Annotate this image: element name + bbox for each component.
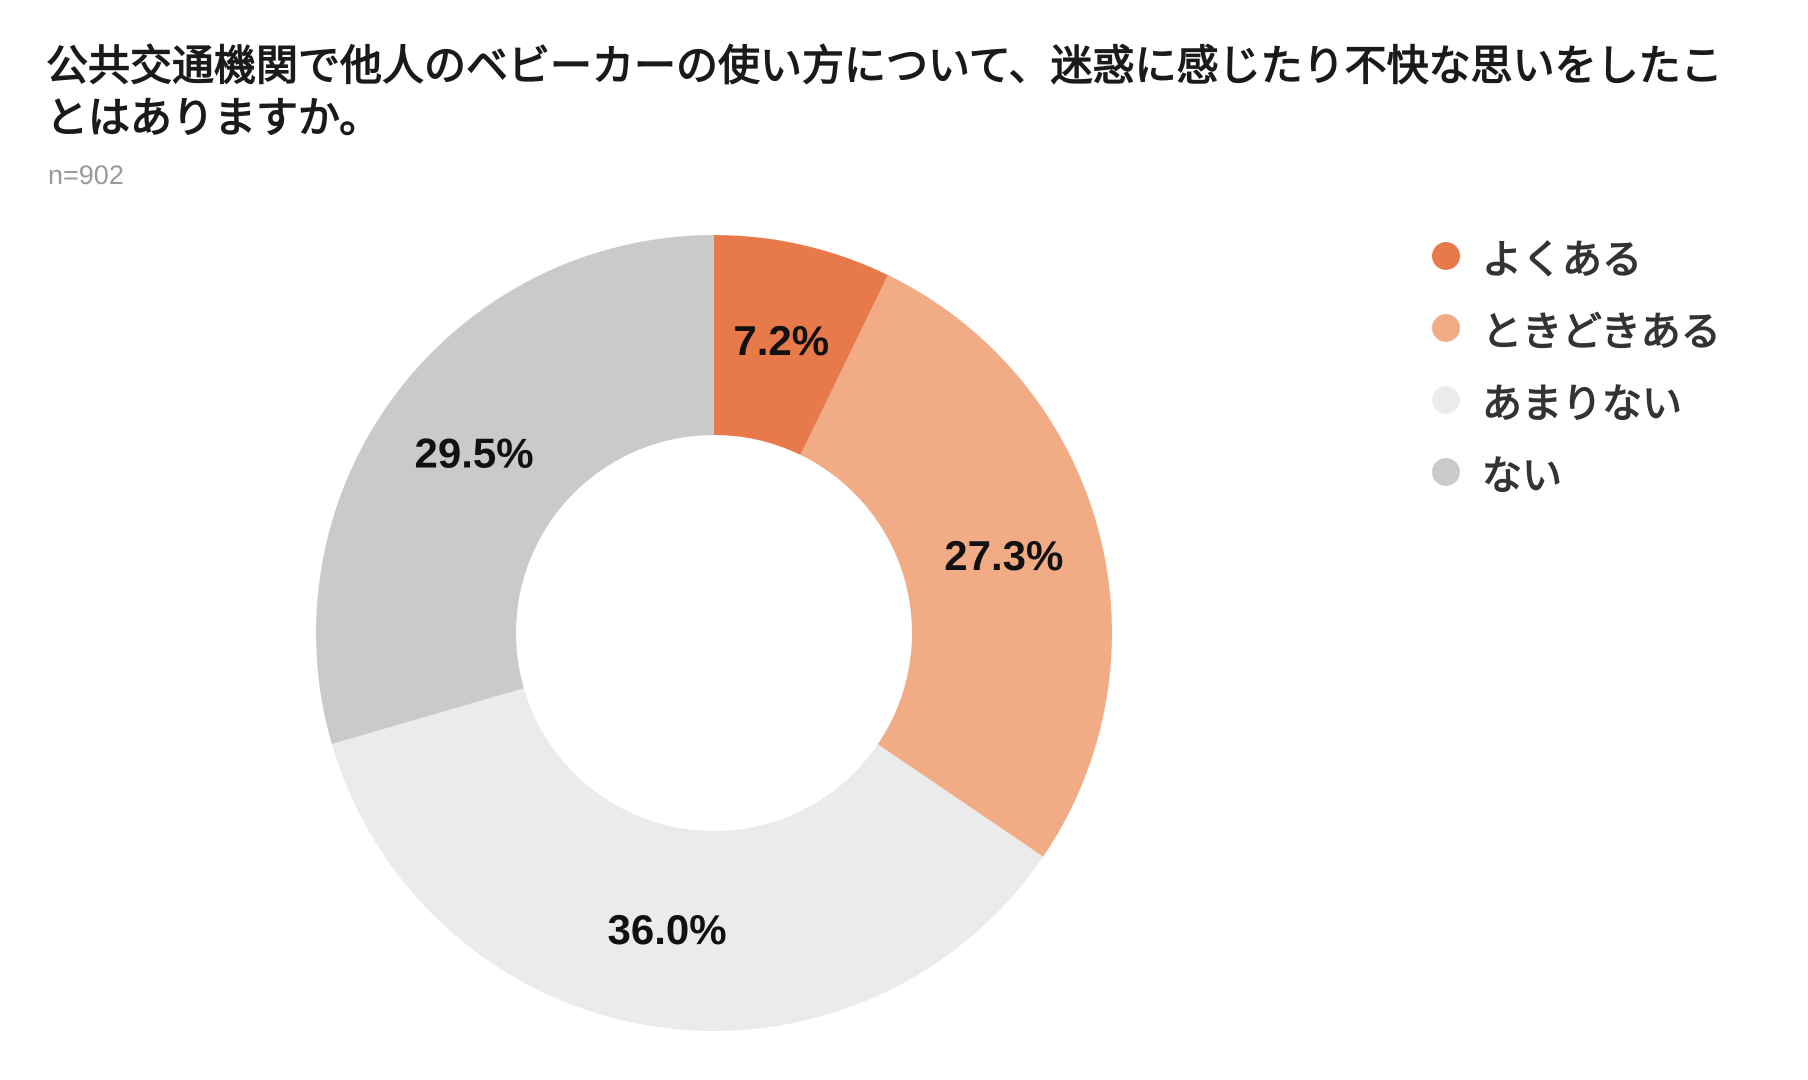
legend-swatch-3 <box>1432 458 1460 486</box>
legend-swatch-0 <box>1432 242 1460 270</box>
chart-title: 公共交通機関で他人のベビーカーの使い方について、迷惑に感じたり不快な思いをしたこ… <box>46 41 1723 142</box>
data-label-1: 27.3% <box>944 532 1063 579</box>
data-label-3: 29.5% <box>415 429 534 476</box>
legend-label-1: ときどきある <box>1482 309 1721 355</box>
donut-slice-0 <box>714 235 888 455</box>
legend-item-2: あまりない <box>1432 364 1721 436</box>
data-label-2: 36.0% <box>608 906 727 953</box>
legend-swatch-1 <box>1432 314 1460 342</box>
chart-legend: よくあるときどきある あまりないない <box>1432 220 1721 508</box>
legend-label-3: ない <box>1482 453 1562 499</box>
legend-label-2: あまりない <box>1482 381 1682 427</box>
donut-slice-2 <box>331 688 1044 1031</box>
donut-slice-3 <box>316 235 714 745</box>
data-label-0: 7.2% <box>733 317 829 364</box>
legend-item-3: ない <box>1432 436 1721 508</box>
donut-slice-1 <box>800 275 1112 857</box>
legend-item-0: よくある <box>1432 220 1721 292</box>
legend-label-0: よくある <box>1482 237 1642 283</box>
legend-item-1: ときどきある <box>1432 292 1721 364</box>
sample-size: n=902 <box>48 160 124 190</box>
legend-swatch-2 <box>1432 386 1460 414</box>
